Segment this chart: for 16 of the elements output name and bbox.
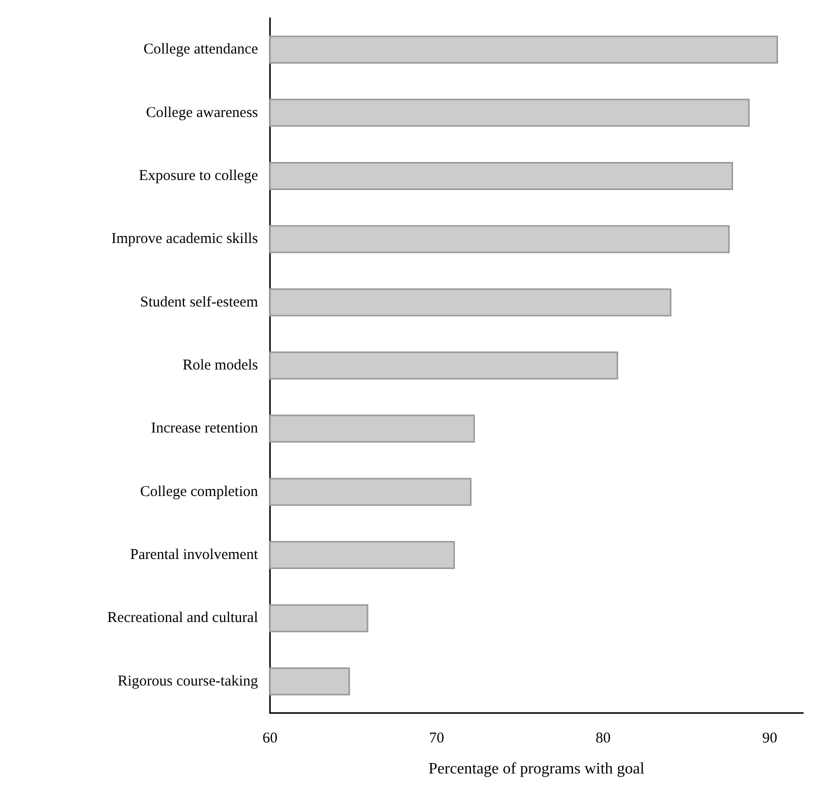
x-tick-label: 80 [596, 730, 611, 746]
x-tick-label: 60 [262, 730, 278, 746]
y-tick-label: Recreational and cultural [107, 610, 258, 626]
y-tick-label: Improve academic skills [111, 231, 258, 248]
y-tick-label: College attendance [143, 42, 258, 58]
y-tick-label: College awareness [146, 104, 258, 121]
y-tick-label: College completion [140, 484, 258, 500]
y-tick-label: Increase retention [150, 420, 258, 437]
y-tick-label: Rigorous course-taking [118, 673, 258, 690]
y-tick-label: Student self-esteem [140, 294, 258, 310]
y-tick-label: Parental involvement [130, 547, 259, 564]
y-tick-label: Exposure to college [138, 168, 258, 184]
x-tick-label: 90 [762, 730, 778, 746]
x-axis-title: Percentage of programs with goal [428, 760, 646, 778]
x-tick-label: 70 [429, 730, 444, 746]
y-tick-label: Role models [182, 358, 258, 374]
